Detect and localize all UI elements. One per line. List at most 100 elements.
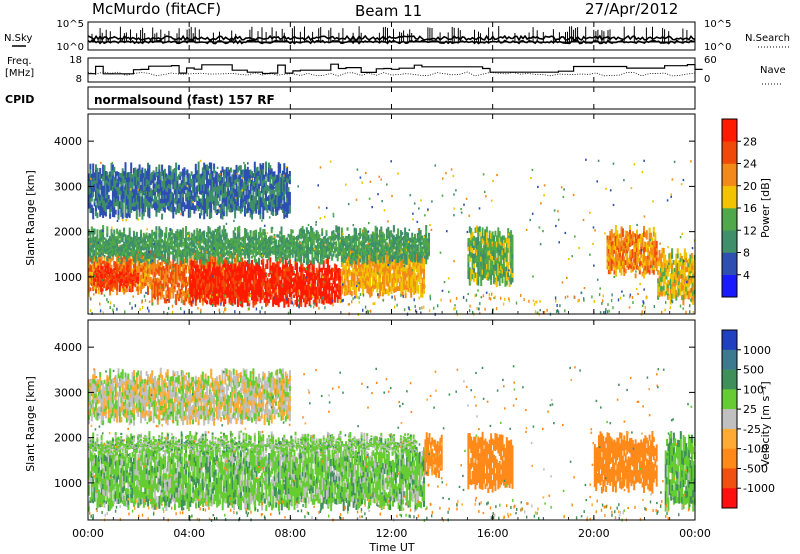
heatmap-cell: [262, 289, 265, 295]
heatmap-cell: [221, 275, 224, 280]
heatmap-cell: [145, 263, 148, 268]
heatmap-cell: [312, 270, 315, 275]
heatmap-cell: [155, 271, 158, 276]
heatmap-cell: [117, 258, 120, 262]
heatmap-cell: [196, 274, 199, 279]
heatmap-cell: [249, 269, 252, 274]
heatmap-cell: [231, 280, 234, 285]
heatmap-cell: [225, 263, 228, 268]
heatmap-cell: [98, 274, 101, 277]
heatmap-cell: [201, 282, 204, 287]
heatmap-cell: [110, 277, 113, 280]
heatmap-cell: [149, 269, 152, 274]
heatmap-cell: [213, 257, 216, 263]
heatmap-cell: [170, 285, 173, 290]
heatmap-cell: [176, 267, 179, 272]
heatmap-cell: [281, 296, 284, 302]
heatmap-cell: [117, 278, 120, 280]
heatmap-cell: [300, 275, 303, 281]
heatmap-cell: [135, 270, 138, 275]
heatmap-cell: [298, 280, 301, 287]
heatmap-cell: [235, 288, 238, 293]
heatmap-cell: [95, 278, 98, 281]
heatmap-cell: [203, 265, 206, 270]
heatmap-cell: [152, 274, 155, 279]
heatmap-cell: [262, 281, 265, 287]
heatmap-cell: [89, 264, 92, 269]
heatmap-cell: [162, 274, 165, 279]
heatmap-cell: [128, 285, 131, 290]
heatmap-cell: [190, 264, 193, 270]
heatmap-cell: [135, 280, 138, 283]
heatmap-cell: [286, 262, 289, 268]
heatmap-cell: [197, 291, 200, 296]
heatmap-cell: [274, 300, 277, 306]
heatmap-cell: [97, 285, 100, 291]
heatmap-cell: [241, 287, 244, 293]
heatmap-cell: [253, 285, 256, 290]
heatmap-cell: [265, 280, 268, 286]
heatmap-cell: [165, 290, 168, 296]
heatmap-cell: [113, 263, 116, 268]
heatmap-cell: [186, 257, 189, 263]
heatmap-cell: [220, 285, 223, 290]
heatmap-cell: [142, 275, 145, 279]
heatmap-cell: [158, 268, 161, 273]
heatmap-cell: [135, 253, 138, 259]
heatmap-cell: [207, 275, 210, 280]
heatmap-cell: [192, 293, 195, 298]
heatmap-cell: [180, 284, 183, 290]
heatmap-cell: [228, 272, 231, 277]
heatmap-cell: [134, 275, 137, 278]
heatmap-cell: [201, 271, 204, 276]
heatmap-cell: [374, 259, 377, 264]
heatmap-cell: [182, 291, 185, 296]
heatmap-cell: [335, 241, 338, 245]
heatmap-cell: [213, 291, 216, 297]
heatmap-cell: [238, 292, 241, 297]
heatmap-cell: [307, 269, 310, 275]
heatmap-cell: [194, 296, 197, 302]
heatmap-cell: [118, 282, 121, 286]
heatmap-cell: [94, 279, 97, 281]
heatmap-cell: [214, 298, 217, 304]
heatmap-cell: [125, 287, 128, 293]
heatmap-cell: [103, 286, 106, 289]
heatmap-cell: [291, 287, 294, 291]
heatmap-cell: [291, 229, 294, 234]
heatmap-cell: [280, 279, 283, 283]
heatmap-cell: [97, 267, 100, 271]
heatmap-cell: [253, 293, 256, 298]
heatmap-cell: [229, 283, 232, 289]
heatmap-cell: [263, 285, 266, 290]
heatmap-cell: [253, 281, 256, 286]
heatmap-cell: [151, 284, 154, 291]
heatmap-cell: [245, 261, 248, 267]
heatmap-cell: [258, 257, 261, 262]
heatmap-cell: [304, 280, 307, 286]
heatmap-cell: [239, 266, 242, 271]
heatmap-cell: [101, 281, 104, 285]
heatmap-cell: [110, 279, 113, 283]
heatmap-cell: [121, 287, 124, 293]
heatmap-cell: [125, 277, 128, 281]
heatmap-cell: [211, 263, 214, 270]
heatmap-cell: [288, 289, 291, 294]
heatmap-cell: [108, 282, 111, 285]
heatmap-cell: [179, 272, 182, 278]
heatmap-cell: [170, 289, 173, 293]
heatmap-cell: [270, 281, 273, 286]
heatmap-cell: [192, 266, 195, 272]
heatmap-cell: [183, 295, 186, 301]
heatmap-cell: [142, 265, 145, 270]
heatmap-cell: [120, 280, 123, 283]
heatmap-cell: [246, 260, 249, 266]
heatmap-cell: [305, 292, 308, 297]
heatmap-cell: [340, 227, 343, 232]
heatmap-cell: [95, 280, 98, 285]
heatmap-cell: [182, 275, 185, 280]
heatmap-cell: [239, 288, 242, 293]
heatmap-cell: [279, 280, 282, 286]
heatmap-cell: [222, 287, 225, 293]
heatmap-cell: [311, 273, 314, 278]
